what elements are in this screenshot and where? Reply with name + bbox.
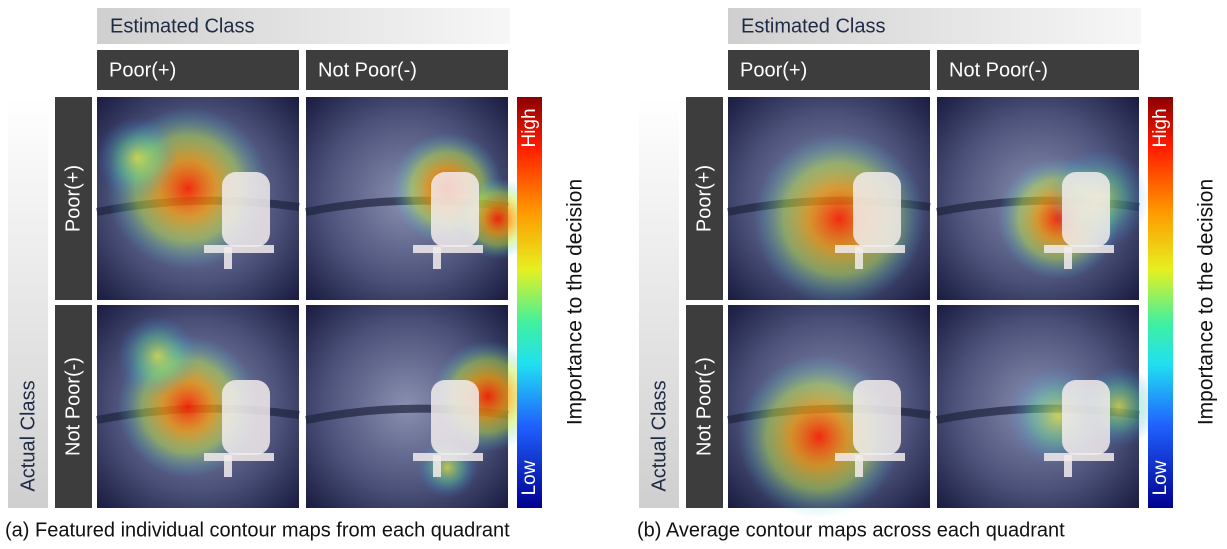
colorbar-low: Low <box>519 460 540 495</box>
heatmap-image <box>306 97 538 300</box>
column-label: Poor(+) <box>740 59 807 81</box>
implant-stem <box>855 247 863 269</box>
implant-stem <box>1064 455 1072 477</box>
colorbar-high: High <box>519 108 540 147</box>
colorbar-high: High <box>1150 108 1171 147</box>
colorbar-label: Importance to the decision <box>564 179 587 425</box>
colorbar-label: Importance to the decision <box>1195 179 1218 425</box>
implant <box>431 172 479 247</box>
heatmap-image <box>728 97 930 305</box>
column-label: Not Poor(-) <box>949 59 1048 81</box>
implant-tray <box>413 245 483 253</box>
colorbar <box>1148 97 1173 508</box>
implant-tray <box>204 245 274 253</box>
implant-tray <box>1044 453 1114 461</box>
row-label: Poor(+) <box>693 165 715 232</box>
implant-stem <box>1064 247 1072 269</box>
implant-tray <box>413 453 483 461</box>
implant-stem <box>433 455 441 477</box>
implant-stem <box>224 455 232 477</box>
heatmap-image <box>937 97 1149 300</box>
implant <box>1062 380 1110 455</box>
implant-tray <box>835 245 905 253</box>
heat-spot <box>117 315 198 396</box>
implant <box>1062 172 1110 247</box>
estimated-class-label: Estimated Class <box>741 15 886 37</box>
caption: (a) Featured individual contour maps fro… <box>5 519 510 541</box>
panel: Estimated Class Poor(+) Not Poor(-) Actual … <box>637 8 1218 541</box>
heatmap-image <box>728 305 930 518</box>
caption: (b) Average contour maps across each qua… <box>637 519 1065 541</box>
column-label: Not Poor(-) <box>318 59 417 81</box>
implant-tray <box>1044 245 1114 253</box>
heatmap-image <box>97 97 299 300</box>
implant-stem <box>855 455 863 477</box>
figure: Estimated Class Poor(+) Not Poor(-) Actual … <box>0 0 1227 549</box>
estimated-class-label: Estimated Class <box>110 15 255 37</box>
row-label: Not Poor(-) <box>693 357 715 456</box>
column-label: Poor(+) <box>109 59 176 81</box>
row-label: Poor(+) <box>62 165 84 232</box>
implant-tray <box>204 453 274 461</box>
implant-stem <box>433 247 441 269</box>
colorbar-low: Low <box>1150 460 1171 495</box>
colorbar <box>517 97 542 508</box>
implant-stem <box>224 247 232 269</box>
implant <box>431 380 479 455</box>
implant-tray <box>835 453 905 461</box>
row-label: Not Poor(-) <box>62 357 84 456</box>
implant <box>222 172 270 247</box>
implant <box>853 172 901 247</box>
heatmap-image <box>97 305 299 508</box>
implant <box>222 380 270 455</box>
heat-spot <box>97 117 178 198</box>
implant <box>853 380 901 455</box>
panel: Estimated Class Poor(+) Not Poor(-) Actual … <box>5 8 587 541</box>
heatmap-image <box>306 305 543 508</box>
heatmap-image <box>937 305 1159 508</box>
actual-class-label: Actual Class <box>17 380 39 491</box>
actual-class-label: Actual Class <box>648 380 670 491</box>
